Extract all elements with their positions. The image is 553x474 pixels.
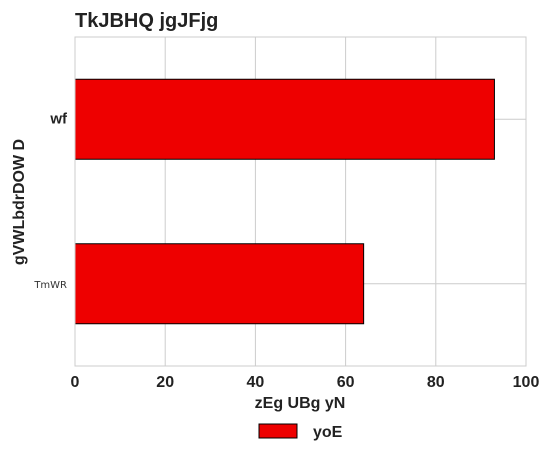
y-tick-label: wf <box>49 110 68 127</box>
y-axis-ticks: wf TmWR <box>33 110 68 291</box>
legend-label: yoE <box>313 424 343 441</box>
x-tick-label: 40 <box>247 374 265 391</box>
x-axis-label: zEg UBg yN <box>255 395 346 412</box>
bar-tmwr <box>74 243 365 325</box>
bars <box>74 78 495 325</box>
y-tick-label: TmWR <box>33 280 67 291</box>
y-axis-label: gVWLbdrDOW D <box>11 139 28 265</box>
chart-title: TkJBHQ jgJFjg <box>75 10 218 32</box>
legend-swatch <box>258 423 298 439</box>
x-tick-label: 100 <box>513 374 540 391</box>
x-axis-ticks: 0 20 40 60 80 100 <box>71 374 540 391</box>
x-tick-label: 20 <box>156 374 174 391</box>
bar-wf <box>74 78 495 160</box>
legend: yoE <box>258 423 343 441</box>
x-tick-label: 60 <box>337 374 355 391</box>
plot-frame <box>74 36 527 367</box>
x-tick-label: 80 <box>427 374 445 391</box>
x-tick-label: 0 <box>71 374 80 391</box>
